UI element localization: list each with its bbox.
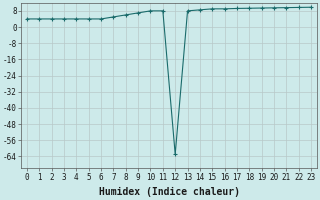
X-axis label: Humidex (Indice chaleur): Humidex (Indice chaleur) xyxy=(99,187,240,197)
